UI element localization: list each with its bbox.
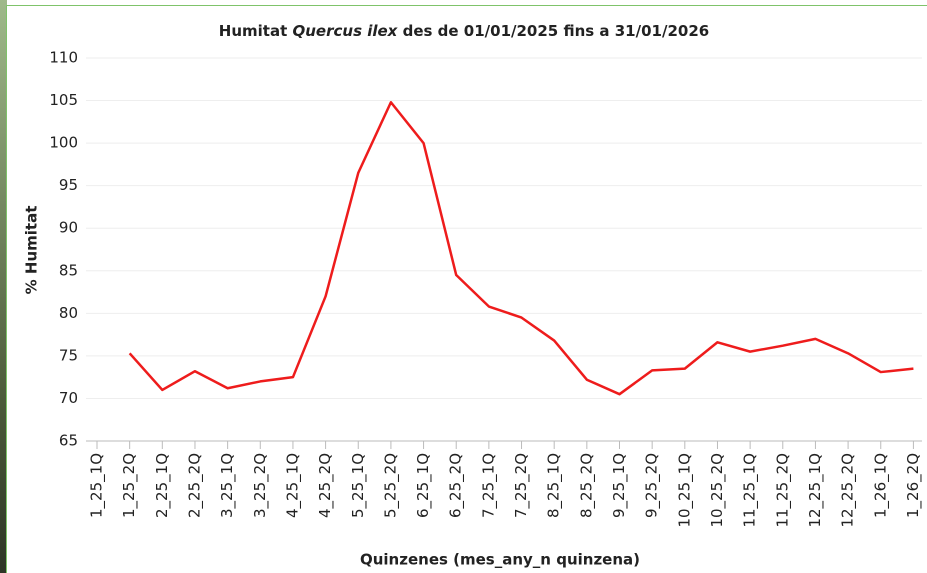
title-part: des de 01/01/2025 fins a 31/01/2026	[397, 22, 709, 40]
x-tick-label: 7_25_1Q	[479, 453, 498, 518]
x-tick-label: 4_25_1Q	[283, 453, 302, 518]
x-tick-label: 1_26_1Q	[871, 453, 890, 518]
x-tick-label: 2_25_2Q	[185, 453, 204, 518]
page: Humitat Quercus ilex des de 01/01/2025 f…	[0, 0, 927, 573]
chart: Humitat Quercus ilex des de 01/01/2025 f…	[0, 0, 927, 573]
x-tick-label: 11_25_1Q	[741, 453, 760, 528]
x-tick-label: 9_25_1Q	[610, 453, 629, 518]
y-tick-label: 90	[59, 219, 78, 237]
y-tick-label: 110	[49, 49, 78, 67]
y-tick-label: 100	[49, 134, 78, 152]
x-tick-label: 1_26_2Q	[904, 453, 923, 518]
y-axis-label: % Humitat	[23, 206, 41, 295]
x-tick-label: 8_25_2Q	[577, 453, 596, 518]
x-tick-label: 12_25_1Q	[806, 453, 825, 528]
y-tick-label: 80	[59, 304, 78, 322]
x-tick-label: 11_25_2Q	[773, 453, 792, 528]
y-tick-label: 65	[59, 432, 78, 450]
x-tick-label: 10_25_2Q	[708, 453, 727, 528]
x-tick-label: 1_25_2Q	[120, 453, 139, 518]
x-tick-label: 7_25_2Q	[512, 453, 531, 518]
chart-title: Humitat Quercus ilex des de 01/01/2025 f…	[219, 22, 709, 40]
x-tick-label: 3_25_1Q	[218, 453, 237, 518]
x-tick-label: 10_25_1Q	[675, 453, 694, 528]
x-tick-label: 2_25_1Q	[153, 453, 172, 518]
x-tick-label: 5_25_1Q	[349, 453, 368, 518]
x-tick-label: 8_25_1Q	[545, 453, 564, 518]
x-tick-label: 6_25_1Q	[414, 453, 433, 518]
data-line	[130, 102, 914, 394]
x-tick-label: 5_25_2Q	[381, 453, 400, 518]
y-tick-label: 70	[59, 389, 78, 407]
x-tick-label: 4_25_2Q	[316, 453, 335, 518]
y-tick-label: 85	[59, 261, 78, 279]
x-tick-label: 1_25_1Q	[88, 453, 107, 518]
x-tick-label: 9_25_2Q	[643, 453, 662, 518]
title-part: Humitat	[219, 22, 293, 40]
x-tick-label: 3_25_2Q	[251, 453, 270, 518]
x-tick-label: 6_25_2Q	[447, 453, 466, 518]
y-tick-label: 105	[49, 91, 78, 109]
y-tick-label: 75	[59, 346, 78, 364]
x-tick-label: 12_25_2Q	[839, 453, 858, 528]
x-axis-label: Quinzenes (mes_any_n quinzena)	[360, 551, 640, 569]
title-part: Quercus ilex	[293, 22, 399, 40]
y-tick-label: 95	[59, 176, 78, 194]
